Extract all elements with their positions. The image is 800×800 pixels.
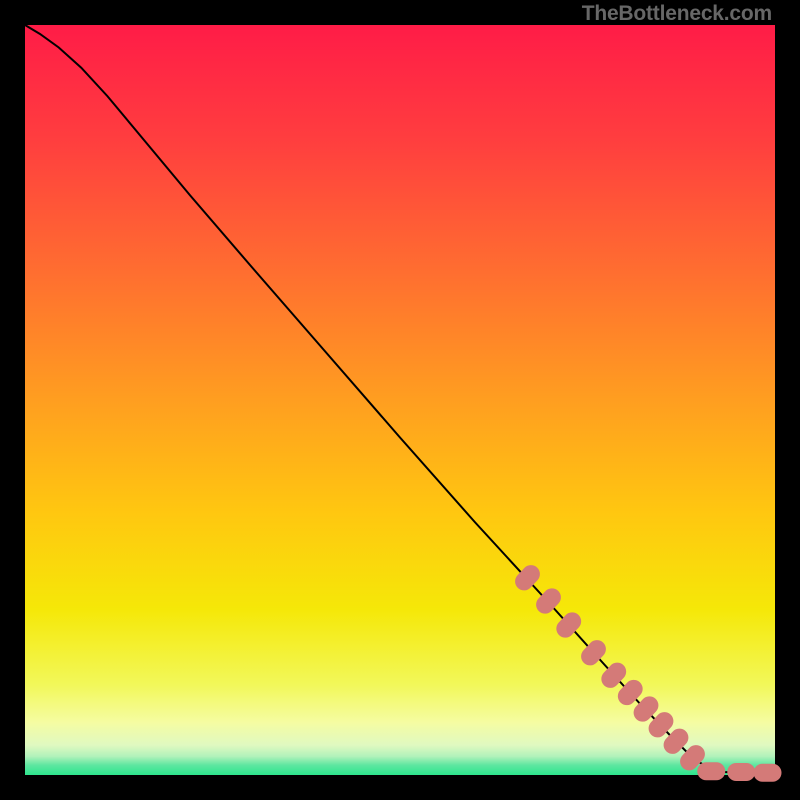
marker — [697, 762, 725, 780]
curve-line — [25, 25, 775, 773]
marker — [754, 764, 782, 782]
chart-svg — [25, 25, 775, 775]
chart-area — [25, 25, 775, 775]
marker — [727, 763, 755, 781]
watermark-text: TheBottleneck.com — [582, 2, 772, 26]
markers-group — [511, 561, 781, 781]
